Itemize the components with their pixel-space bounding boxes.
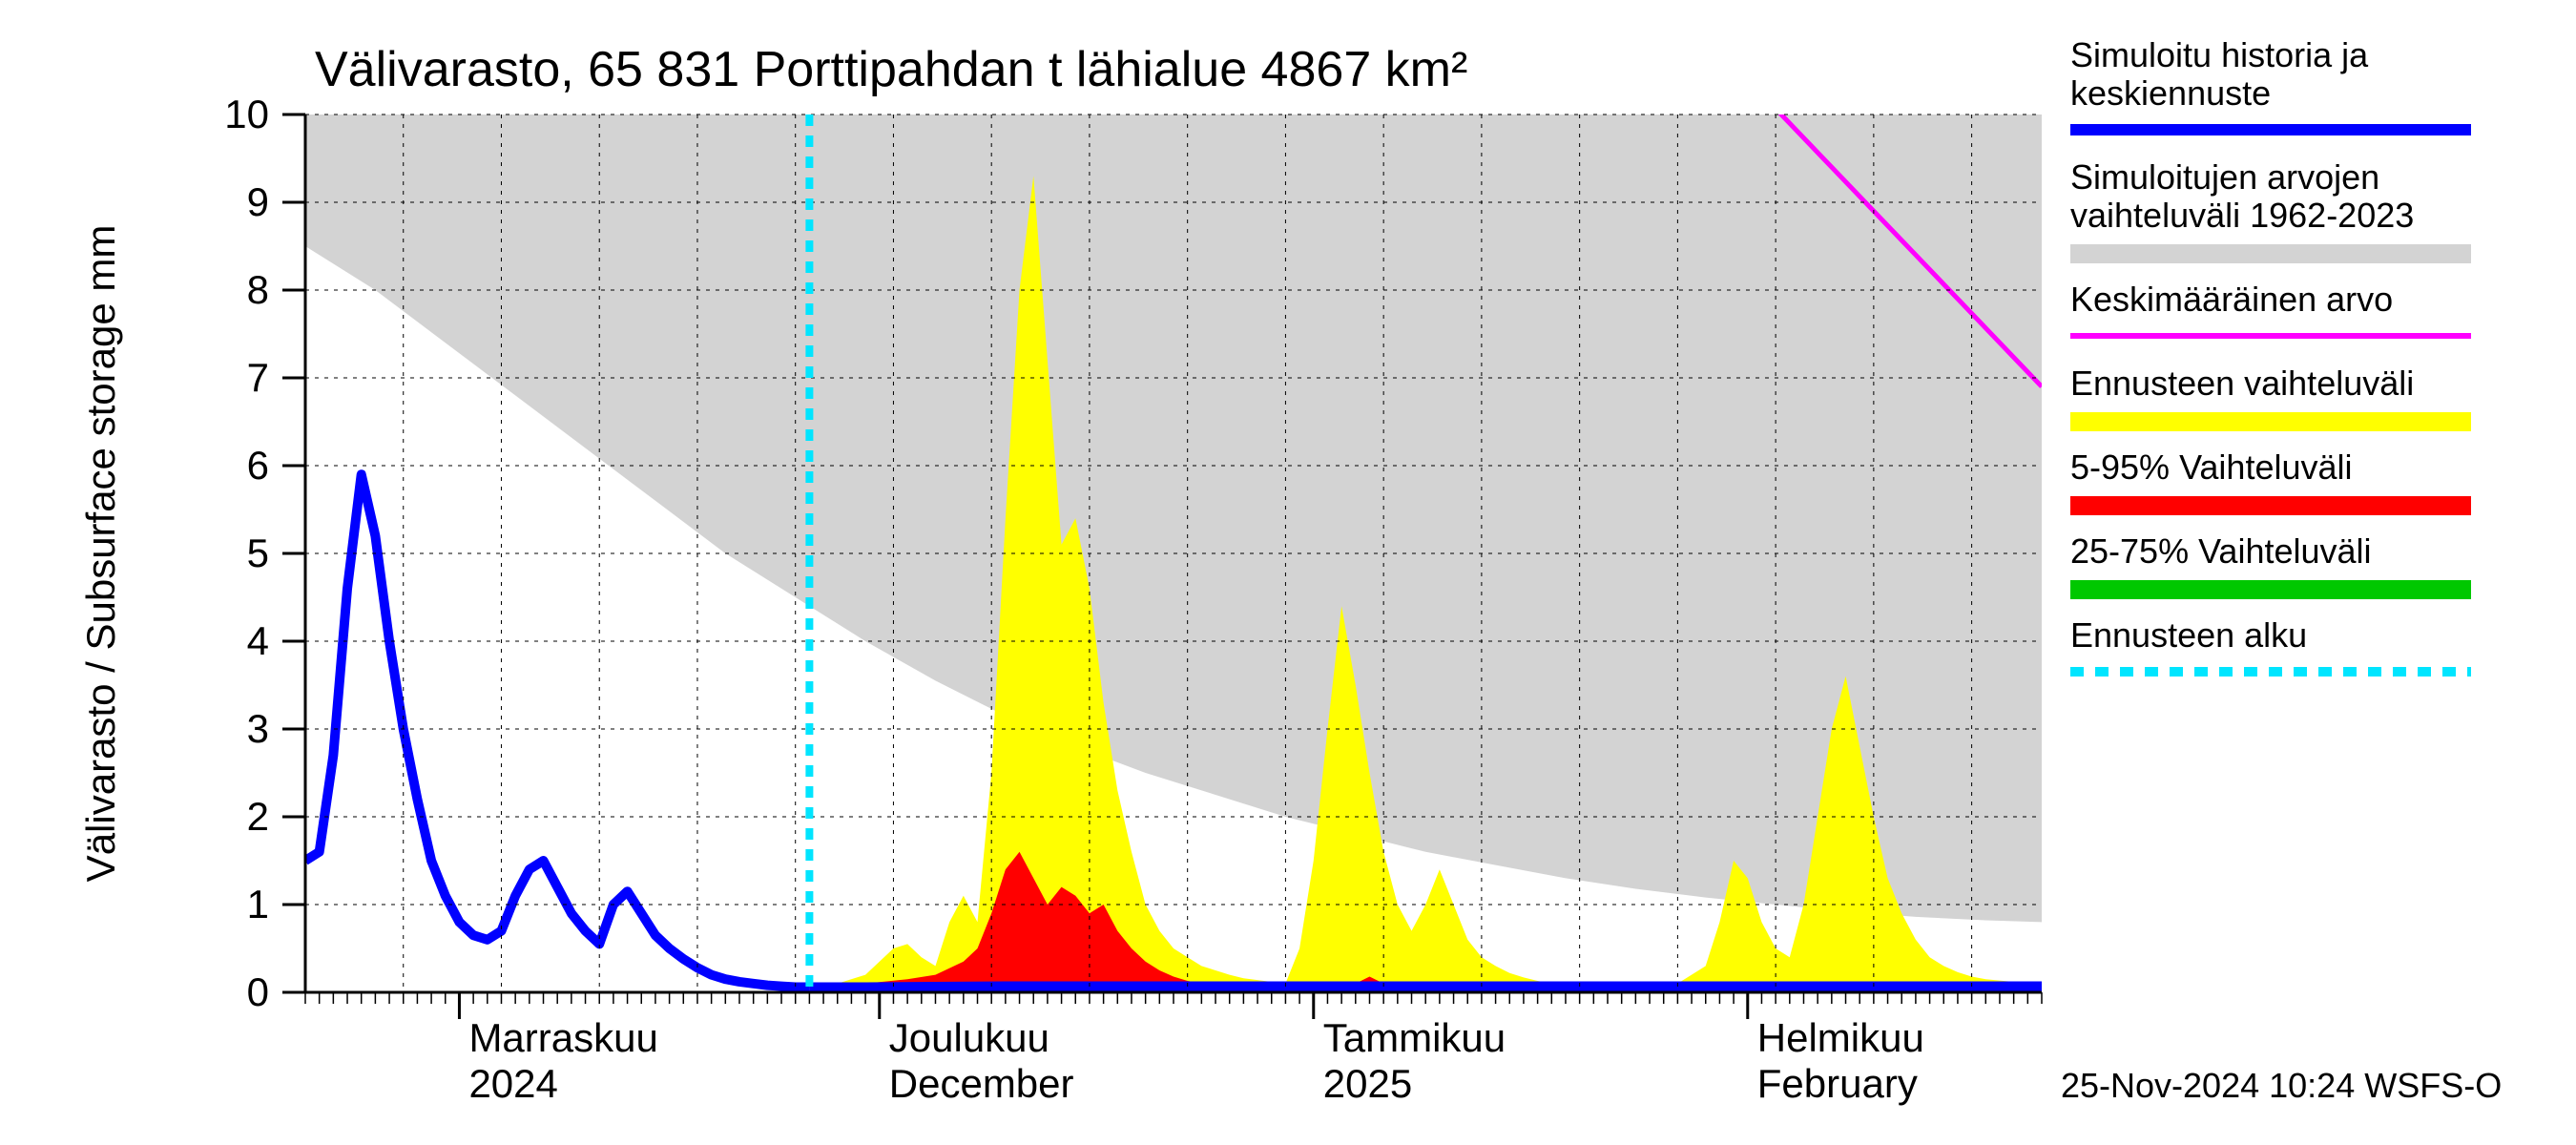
x-tick-label-bottom: December: [889, 1061, 1074, 1106]
x-tick-label-top: Tammikuu: [1323, 1015, 1506, 1060]
x-tick-label-bottom: 2025: [1323, 1061, 1412, 1106]
x-tick-label-top: Marraskuu: [468, 1015, 657, 1060]
forecast-median-line: [809, 987, 2042, 988]
y-axis-label: Välivarasto / Subsurface storage mm: [78, 225, 123, 883]
legend-label: Simuloitu historia ja: [2070, 35, 2369, 74]
y-tick-label: 4: [247, 618, 269, 663]
footer-timestamp: 25-Nov-2024 10:24 WSFS-O: [2061, 1066, 2502, 1105]
x-tick-label-top: Helmikuu: [1757, 1015, 1924, 1060]
legend-label: Simuloitujen arvojen: [2070, 157, 2379, 197]
legend-label: 5-95% Vaihteluväli: [2070, 448, 2353, 487]
y-tick-label: 7: [247, 355, 269, 400]
x-tick-label-bottom: February: [1757, 1061, 1918, 1106]
legend-label: keskiennuste: [2070, 73, 2271, 113]
legend-label: Ennusteen alku: [2070, 615, 2307, 655]
legend-swatch: [2070, 412, 2471, 431]
legend-swatch: [2070, 496, 2471, 515]
y-tick-label: 6: [247, 443, 269, 488]
y-tick-label: 5: [247, 531, 269, 575]
y-tick-label: 1: [247, 882, 269, 926]
y-tick-label: 0: [247, 969, 269, 1014]
x-tick-label-top: Joulukuu: [889, 1015, 1049, 1060]
historical-range: [305, 114, 2042, 922]
chart-container: 0 1 2 3 4 5 6 7 8 9 10 Marraskuu2024 JoulukuuDecembe…: [0, 0, 2576, 1145]
y-tick-label: 9: [247, 179, 269, 224]
chart-title: Välivarasto, 65 831 Porttipahdan t lähia…: [315, 42, 1467, 97]
legend-label: 25-75% Vaihteluväli: [2070, 531, 2372, 571]
y-tick-label: 10: [224, 92, 269, 136]
legend-swatch: [2070, 244, 2471, 263]
chart-svg: 0 1 2 3 4 5 6 7 8 9 10 Marraskuu2024 JoulukuuDecembe…: [0, 0, 2576, 1145]
y-tick-label: 3: [247, 706, 269, 751]
legend-label: Ennusteen vaihteluväli: [2070, 364, 2414, 403]
legend-label: vaihteluväli 1962-2023: [2070, 196, 2414, 235]
x-tick-label-bottom: 2024: [468, 1061, 557, 1106]
legend-label: Keskimääräinen arvo: [2070, 280, 2393, 319]
legend-swatch: [2070, 580, 2471, 599]
y-tick-label: 2: [247, 794, 269, 839]
y-tick-label: 8: [247, 267, 269, 312]
